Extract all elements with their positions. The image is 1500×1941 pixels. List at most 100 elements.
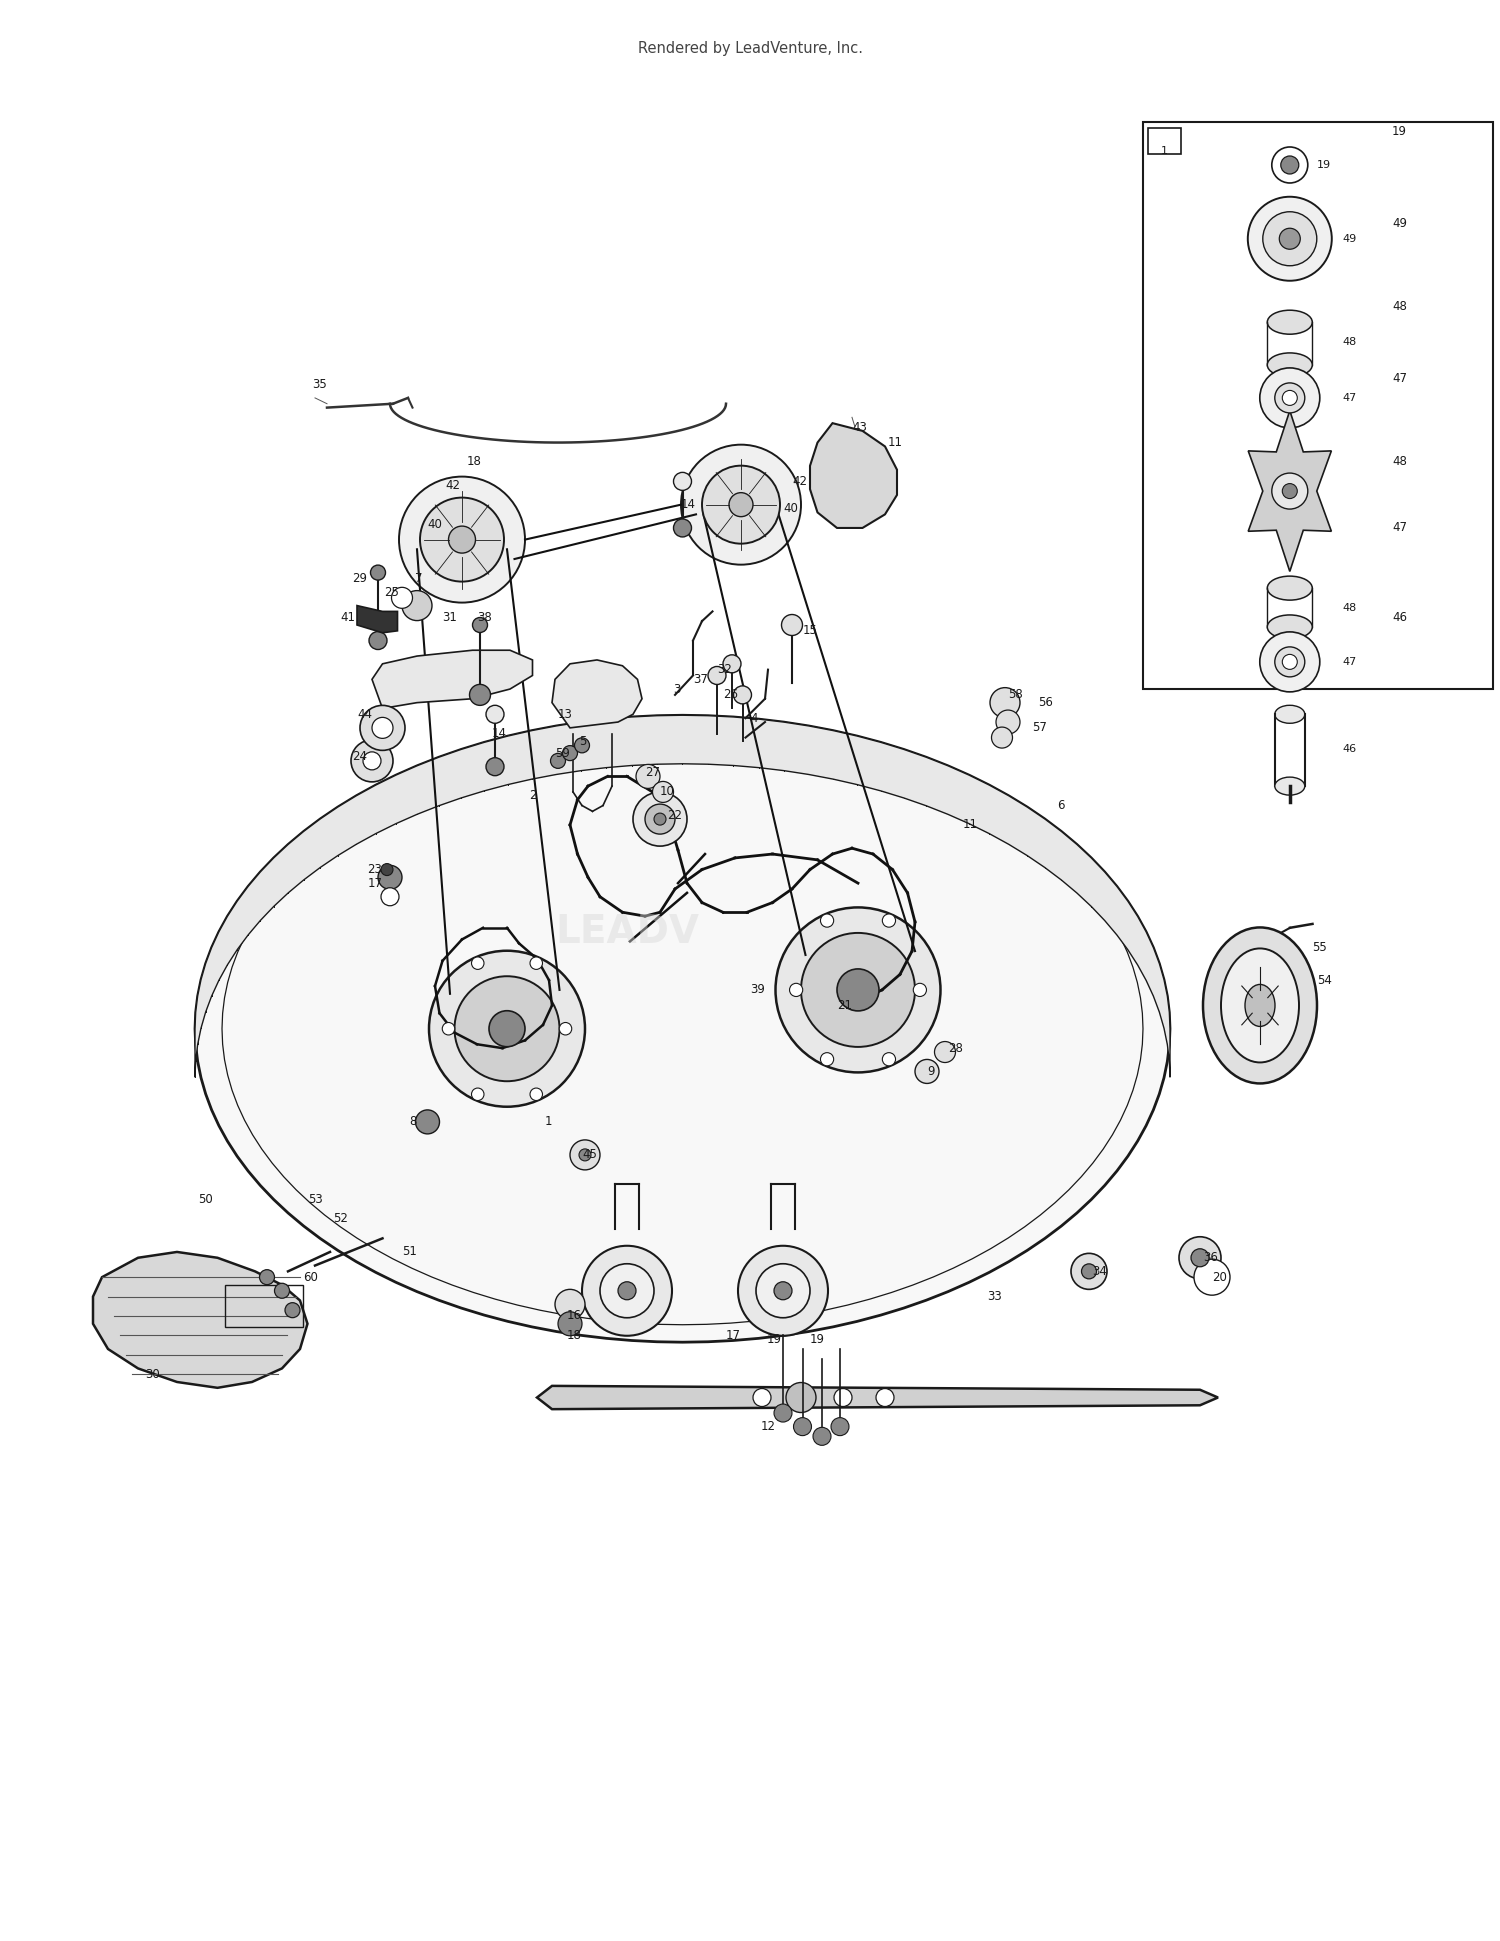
Text: 11: 11: [888, 437, 903, 448]
Circle shape: [702, 466, 780, 543]
Circle shape: [429, 951, 585, 1106]
Circle shape: [420, 497, 504, 582]
Circle shape: [708, 666, 726, 685]
Text: 52: 52: [333, 1213, 348, 1225]
Text: 13: 13: [558, 708, 573, 720]
Circle shape: [990, 687, 1020, 718]
Text: 19: 19: [810, 1333, 825, 1345]
Ellipse shape: [1275, 705, 1305, 724]
Text: 42: 42: [792, 476, 807, 487]
Circle shape: [402, 590, 432, 621]
Circle shape: [729, 493, 753, 516]
Circle shape: [555, 1289, 585, 1320]
Text: 48: 48: [1392, 301, 1407, 313]
Circle shape: [372, 718, 393, 738]
Circle shape: [530, 1089, 543, 1101]
Circle shape: [600, 1264, 654, 1318]
Text: 51: 51: [402, 1246, 417, 1258]
Text: 29: 29: [352, 573, 368, 584]
Text: 12: 12: [760, 1421, 776, 1432]
Text: 7: 7: [416, 573, 423, 584]
Ellipse shape: [1268, 353, 1312, 377]
Circle shape: [652, 782, 674, 802]
Circle shape: [636, 765, 660, 788]
Circle shape: [837, 969, 879, 1011]
Circle shape: [486, 705, 504, 724]
Polygon shape: [552, 660, 642, 728]
Circle shape: [738, 1246, 828, 1335]
Circle shape: [1280, 229, 1300, 248]
Text: 14: 14: [681, 499, 696, 510]
Text: 58: 58: [1008, 689, 1023, 701]
Circle shape: [882, 914, 896, 928]
Ellipse shape: [1268, 311, 1312, 334]
Circle shape: [813, 1427, 831, 1446]
Text: 46: 46: [1342, 743, 1356, 755]
Circle shape: [1248, 196, 1332, 281]
Text: 19: 19: [1317, 159, 1330, 171]
Circle shape: [1179, 1236, 1221, 1279]
Text: 32: 32: [717, 664, 732, 675]
Text: 54: 54: [1317, 974, 1332, 986]
Text: 37: 37: [693, 674, 708, 685]
Text: 45: 45: [582, 1149, 597, 1161]
Text: 1: 1: [1161, 146, 1167, 157]
Text: 40: 40: [427, 518, 442, 530]
Text: 18: 18: [466, 456, 482, 468]
Polygon shape: [537, 1386, 1218, 1409]
Circle shape: [486, 757, 504, 776]
Text: 5: 5: [579, 736, 586, 747]
Text: 3: 3: [674, 683, 681, 695]
Circle shape: [442, 1023, 454, 1035]
Circle shape: [774, 1281, 792, 1300]
Circle shape: [448, 526, 476, 553]
Circle shape: [381, 864, 393, 875]
Circle shape: [370, 565, 386, 580]
Text: 31: 31: [442, 611, 458, 623]
Circle shape: [996, 710, 1020, 734]
Text: 25: 25: [384, 586, 399, 598]
Text: 19: 19: [766, 1333, 782, 1345]
Text: 33: 33: [987, 1291, 1002, 1302]
Circle shape: [1071, 1254, 1107, 1289]
Text: 49: 49: [1392, 217, 1407, 229]
Circle shape: [369, 631, 387, 650]
Text: 36: 36: [1203, 1252, 1218, 1264]
Circle shape: [1260, 369, 1320, 427]
Text: 6: 6: [1058, 800, 1065, 811]
Text: 55: 55: [1312, 941, 1328, 953]
Circle shape: [801, 934, 915, 1046]
Text: 40: 40: [783, 503, 798, 514]
Text: 47: 47: [1342, 392, 1356, 404]
Circle shape: [633, 792, 687, 846]
Text: 47: 47: [1392, 373, 1407, 384]
Text: 21: 21: [837, 1000, 852, 1011]
Circle shape: [786, 1382, 816, 1413]
Polygon shape: [195, 716, 1170, 1077]
Circle shape: [774, 1403, 792, 1423]
Circle shape: [834, 1388, 852, 1407]
Text: 42: 42: [446, 479, 460, 491]
Text: 28: 28: [948, 1042, 963, 1054]
Bar: [225, 1285, 303, 1328]
Circle shape: [274, 1283, 290, 1299]
Circle shape: [470, 685, 490, 705]
Text: 57: 57: [1032, 722, 1047, 734]
Circle shape: [550, 753, 566, 769]
Circle shape: [351, 740, 393, 782]
Circle shape: [794, 1417, 812, 1436]
Circle shape: [756, 1264, 810, 1318]
Polygon shape: [93, 1252, 308, 1388]
Text: 20: 20: [1212, 1271, 1227, 1283]
Circle shape: [579, 1149, 591, 1161]
Circle shape: [1275, 646, 1305, 677]
Text: 16: 16: [567, 1310, 582, 1322]
Circle shape: [399, 477, 525, 602]
Circle shape: [381, 887, 399, 906]
Circle shape: [618, 1281, 636, 1300]
Circle shape: [1191, 1248, 1209, 1267]
Circle shape: [794, 1388, 812, 1407]
Text: 48: 48: [1342, 336, 1356, 347]
Text: 15: 15: [802, 625, 818, 637]
Text: 46: 46: [1392, 611, 1407, 623]
